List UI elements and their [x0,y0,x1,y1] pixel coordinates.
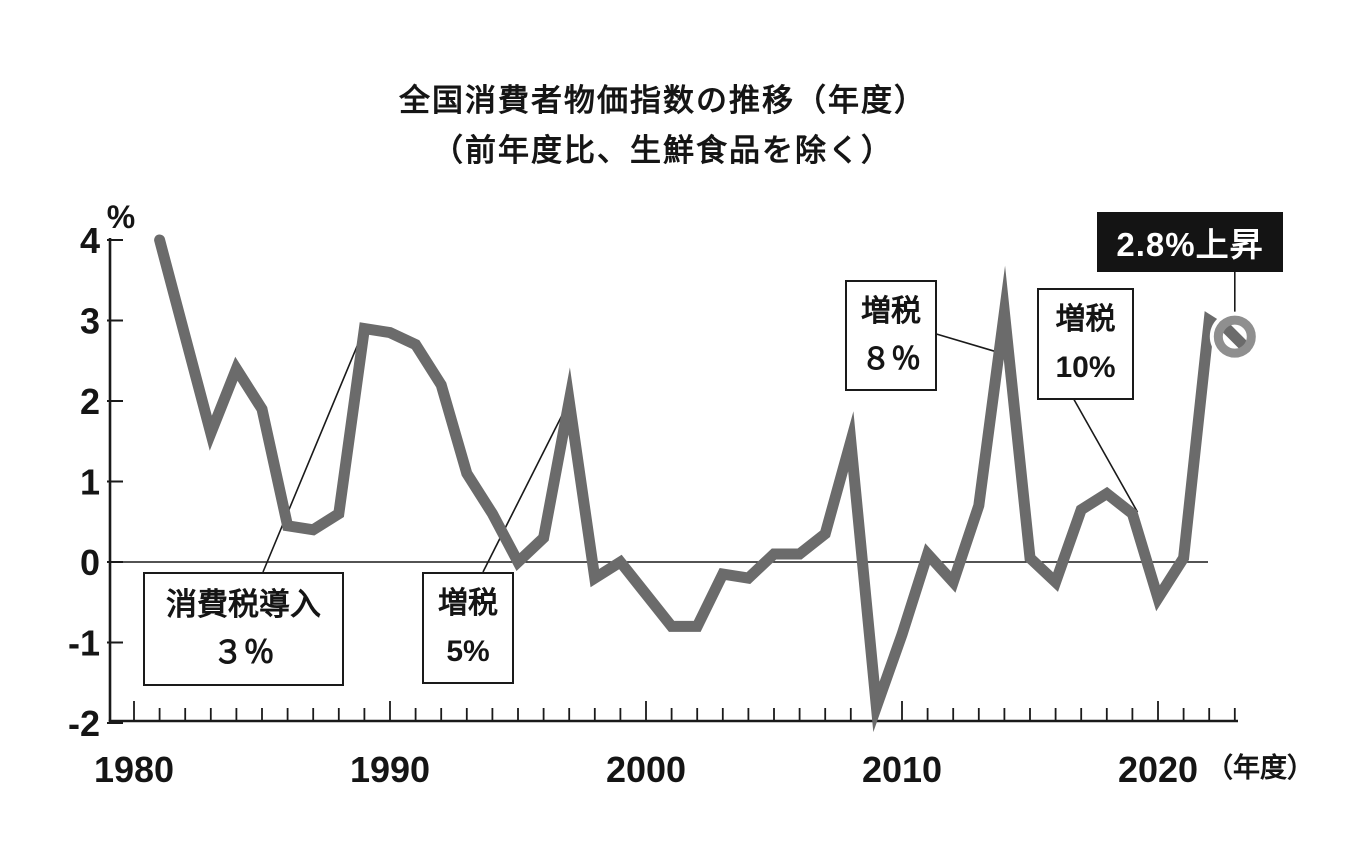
annotation-tax-hike-10pct: 増税 10% [1037,288,1134,400]
x-tick-label: 2000 [606,749,686,790]
annotation-text: 増税 [438,587,498,620]
chart-title-line2: （前年度比、生鮮食品を除く） [432,133,894,169]
y-tick-label: 1 [80,462,100,503]
y-tick-label: 2 [80,381,100,422]
chart-title-line1: 全国消費者物価指数の推移（年度） [399,83,927,118]
x-axis-unit-label: （年度） [1206,752,1314,783]
y-axis-unit-label: % [107,199,135,235]
y-tick-label: 3 [80,301,100,342]
y-tick-label: -1 [68,623,100,664]
latest-value-badge: 2.8%上昇 [1097,212,1283,272]
y-tick-label: -2 [68,703,100,744]
x-tick-label: 1980 [94,749,174,790]
annotation-text: ３％ [212,635,275,670]
y-tick-label: 0 [80,542,100,583]
annotation-text: 増税 [1055,303,1116,336]
annotation-consumption-tax-3pct: 消費税導入 ３％ [143,572,344,686]
end-marker-ring [1213,315,1256,358]
annotation-leader-line [1071,395,1139,513]
cpi-data-line [154,234,1241,733]
x-tick-label: 1990 [350,749,430,790]
annotation-text: 10% [1055,351,1116,384]
annotation-text: 消費税導入 [166,586,321,622]
chart-title: 全国消費者物価指数の推移（年度） （前年度比、生鮮食品を除く） [0,76,1326,176]
annotation-leader-line [262,328,366,573]
annotation-tax-hike-8pct: 増税 ８％ [845,280,937,391]
annotation-leader-line [482,404,568,573]
annotation-tax-hike-5pct: 増税 5% [422,572,514,684]
annotation-text: ８％ [861,342,921,376]
end-marker-line-slash [1218,320,1252,354]
annotation-leader-line [932,332,1000,354]
x-tick-label: 2020 [1118,749,1198,790]
annotation-text: 5% [446,635,490,668]
y-tick-label: 4 [80,220,100,261]
latest-value-text: 2.8%上昇 [1116,226,1264,263]
annotation-text: 増税 [861,294,921,328]
x-tick-label: 2010 [862,749,942,790]
